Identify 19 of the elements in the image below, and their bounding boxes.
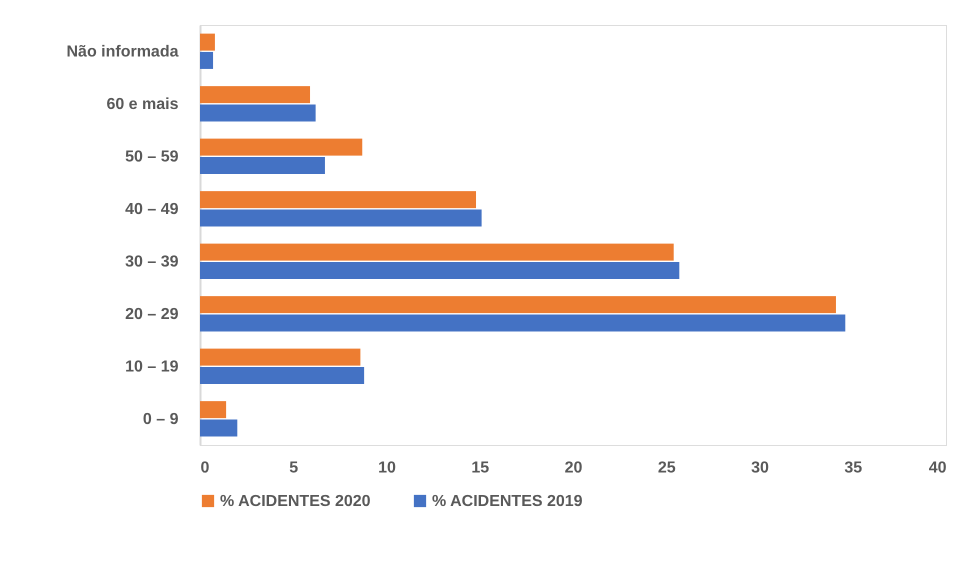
y-tick-label: 10 – 19	[125, 358, 179, 376]
y-tick-label: Não informada	[66, 43, 179, 60]
x-tick-label: 35	[844, 460, 862, 476]
x-tick-label: 40	[928, 460, 947, 476]
y-tick-label: 50 – 59	[125, 148, 179, 166]
y-tick-label: 20 – 29	[125, 306, 179, 323]
x-tick-label: 25	[658, 460, 676, 476]
x-tick-label: 15	[471, 460, 490, 476]
y-tick-label: 60 e mais	[106, 96, 179, 113]
y-tick-label: 0 – 9	[142, 410, 179, 428]
y-tick-label: 30 – 39	[125, 253, 179, 270]
x-tick-label: 5	[289, 460, 298, 476]
x-tick-label: 20	[564, 460, 582, 476]
legend-label: % ACIDENTES 2020	[220, 493, 371, 510]
x-tick-label: 30	[751, 460, 769, 476]
x-tick-label: 10	[378, 460, 396, 476]
y-tick-label: 40 – 49	[125, 200, 179, 218]
legend-label: % ACIDENTES 2019	[432, 493, 583, 510]
x-tick-label: 0	[200, 460, 210, 476]
